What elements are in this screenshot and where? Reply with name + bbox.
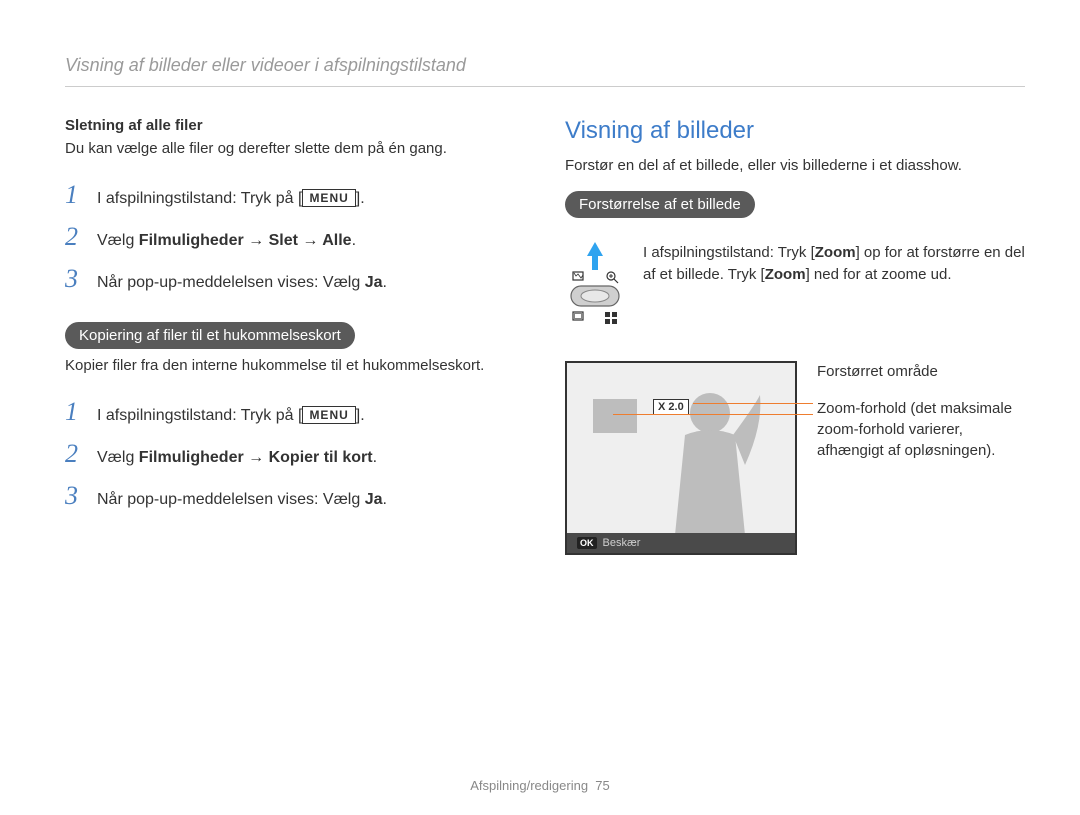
header-rule [65,86,1025,87]
step-number: 1 [65,180,83,210]
step-item: 3 Når pop-up-meddelelsen vises: Vælg Ja. [65,481,525,511]
delete-heading: Sletning af alle filer [65,117,525,134]
callout-zoom-ratio: Zoom-forhold (det maksimale zoom-forhold… [817,398,1025,461]
copy-pill: Kopiering af filer til et hukommelseskor… [65,322,355,349]
step-number: 2 [65,222,83,252]
left-column: Sletning af alle filer Du kan vælge alle… [65,117,525,555]
step-item: 1 I afspilningstilstand: Tryk på [MENU]. [65,180,525,210]
zoom-description: I afspilningstilstand: Tryk [Zoom] op fo… [643,242,1025,286]
step-item: 2 Vælg Filmuligheder → Slet → Alle. [65,222,525,252]
section-intro: Forstør en del af et billede, eller vis … [565,155,1025,177]
step-text: Når pop-up-meddelelsen vises: Vælg Ja. [97,274,387,292]
callout-line [693,403,813,404]
step-number: 2 [65,439,83,469]
step-text: Vælg Filmuligheder → Slet → Alle. [97,232,356,250]
callout-line [613,414,813,415]
ok-icon: OK [577,537,597,549]
step-number: 3 [65,481,83,511]
step-item: 3 Når pop-up-meddelelsen vises: Vælg Ja. [65,264,525,294]
step-text: I afspilningstilstand: Tryk på [MENU]. [97,406,365,425]
camera-preview: X 2.0 OK Beskær [565,361,797,555]
zoom-pill: Forstørrelse af et billede [565,191,755,218]
delete-body: Du kan vælge alle filer og derefter slet… [65,138,525,160]
copy-body: Kopier filer fra den interne hukommelse … [65,355,525,377]
crop-label: Beskær [603,537,641,549]
zoom-control-icon [565,242,625,337]
right-column: Visning af billeder Forstør en del af et… [565,117,1025,555]
step-number: 3 [65,264,83,294]
menu-button-icon: MENU [302,189,355,207]
step-number: 1 [65,397,83,427]
step-item: 1 I afspilningstilstand: Tryk på [MENU]. [65,397,525,427]
step-text: Vælg Filmuligheder → Kopier til kort. [97,449,377,467]
copy-steps: 1 I afspilningstilstand: Tryk på [MENU].… [65,397,525,511]
page-header: Visning af billeder eller videoer i afsp… [65,55,1025,76]
delete-steps: 1 I afspilningstilstand: Tryk på [MENU].… [65,180,525,294]
zoom-ratio-label: X 2.0 [653,399,689,415]
zoom-area-indicator [593,399,637,433]
section-title: Visning af billeder [565,117,1025,145]
step-text: Når pop-up-meddelelsen vises: Vælg Ja. [97,491,387,509]
step-text: I afspilningstilstand: Tryk på [MENU]. [97,189,365,208]
menu-button-icon: MENU [302,406,355,424]
page-footer: Afspilning/redigering 75 [0,778,1080,793]
preview-bottom-bar: OK Beskær [567,533,795,553]
callout-enlarged-area: Forstørret område [817,361,1025,382]
step-item: 2 Vælg Filmuligheder → Kopier til kort. [65,439,525,469]
